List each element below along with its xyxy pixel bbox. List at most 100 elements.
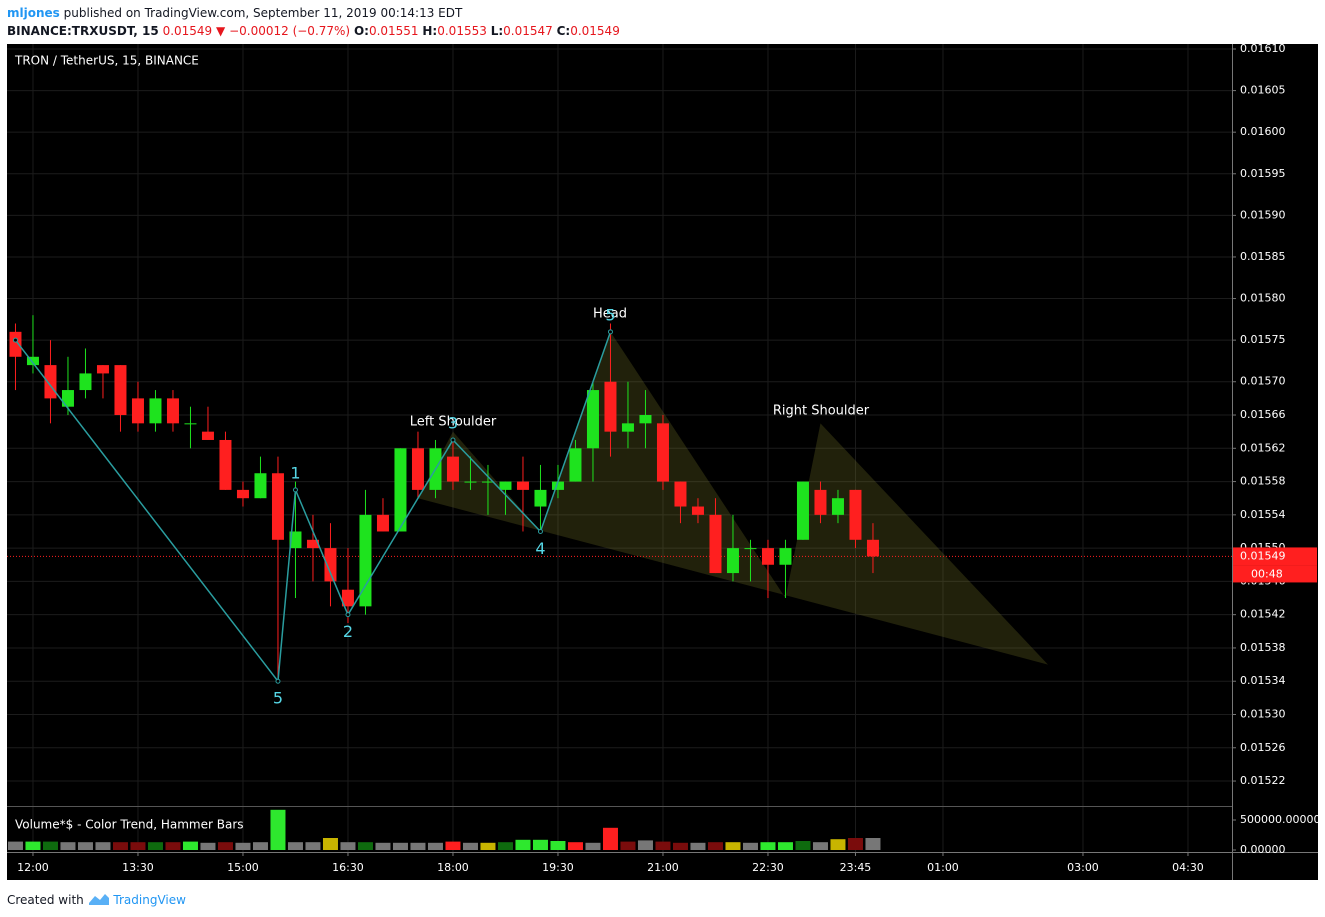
x-tick-label: 18:00 [437,861,469,874]
volume-bar [235,842,251,850]
candle-body [726,548,739,574]
candle-body [219,439,232,490]
ohlc-label: C: [556,24,571,38]
y-tick-label: 0.01542 [1240,608,1286,621]
y-tick-label: 0.01566 [1240,408,1286,421]
candle-body [9,331,22,357]
candle-body [499,481,512,490]
volume-bar [7,841,23,850]
header-line-2: BINANCE:TRXUSDT, 15 0.01549 ▼ −0.00012 (… [7,22,620,40]
zigzag-point [275,678,281,684]
volume-bar [252,842,268,850]
zigzag-label: 4 [535,539,545,558]
ohlc-value: 0.01551 [368,24,419,38]
zigzag-point [292,487,298,493]
volume-bar [200,842,216,850]
volume-bar [445,841,461,850]
candle-body [481,481,494,483]
volume-bar [865,838,881,850]
volume-bar [462,842,478,850]
y-tick-label: 0.01534 [1240,674,1286,687]
ohlc-label: H: [422,24,438,38]
x-tick-label: 21:00 [647,861,679,874]
ohlc-label: L: [490,24,504,38]
volume-bar [392,842,408,850]
axes: 0.01610 0.01605 0.01600 0.01595 0.01590 0.015… [17,42,1320,874]
candle-body [586,390,599,449]
zigzag-label: 3 [448,413,458,432]
volume-bar [585,842,601,850]
volume-bar [112,842,128,850]
volume-bar [130,842,146,850]
zigzag-point [12,337,18,343]
volume-bar [602,827,618,850]
zigzag-label: 1 [290,463,300,482]
footer-brand[interactable]: TradingView [113,893,186,907]
volume-title: Volume*$ - Color Trend, Hammer Bars [15,818,244,832]
plot: Left Shoulder Head Right Shoulder 5 1 2 3 4 5 [7,305,1232,850]
x-tick-label: 12:00 [17,861,49,874]
ohlc-value: 0.01549 [570,24,620,38]
candle-body [691,506,704,515]
y-tick-label: 0.01590 [1240,208,1286,221]
author[interactable]: mljones [7,6,60,20]
volume-bar [95,842,111,850]
pattern-shape [417,331,1048,665]
candle-body [849,489,862,540]
x-tick-label: 03:00 [1067,861,1099,874]
candle-body [44,365,57,399]
candle-body [516,481,529,490]
volume-bar [550,841,566,850]
candle-body [744,548,757,550]
last-price-box [1233,547,1317,566]
volume-bar [147,842,163,850]
volume-bar [742,842,758,850]
zigzag-label: 2 [343,622,353,641]
arrow: ▼ [216,24,226,38]
x-tick-label: 22:30 [752,861,784,874]
volume-bar [165,842,181,850]
candle-body [831,498,844,515]
candle-body [796,481,809,540]
candle-body [569,448,582,482]
volume-bar [830,839,846,850]
candle-body [464,481,477,483]
ohlc-value: 0.01553 [437,24,487,38]
candle-body [551,481,564,490]
y-tick-label: 0.01575 [1240,333,1286,346]
volume-bar [812,842,828,850]
last: 0.01549 [162,24,213,38]
candle-body [604,381,617,432]
volume-bar [410,842,426,850]
zigzag-point [537,528,543,534]
volume-bar [707,842,723,850]
candle-body [866,539,879,557]
candle-body [656,423,669,482]
candle-body [184,423,197,425]
volume-bar [515,839,531,850]
volume-bar [795,841,811,850]
volume-bar [25,841,41,850]
countdown-box [1233,565,1317,583]
volume-bar [725,842,741,850]
y-tick-label: 0.01530 [1240,707,1286,720]
x-tick-label: 13:30 [122,861,154,874]
volume-bar [777,842,793,850]
last-price-label: 0.01549 [1240,549,1286,562]
candle-body [254,473,267,499]
volume-bar [322,838,338,850]
volume-bar [427,842,443,850]
volume-bar [847,838,863,850]
volume-bar [620,841,636,850]
y-tick-label: 0.01526 [1240,741,1286,754]
volume-bar [655,841,671,850]
y-tick-label: 0.01605 [1240,84,1286,97]
candle-body [26,356,39,366]
volume-bar [760,842,776,850]
candle-body [639,415,652,424]
countdown-label: 00:48 [1251,567,1283,580]
zigzag-point [450,437,456,443]
brand-logo [88,894,109,905]
volume-bar [690,842,706,850]
